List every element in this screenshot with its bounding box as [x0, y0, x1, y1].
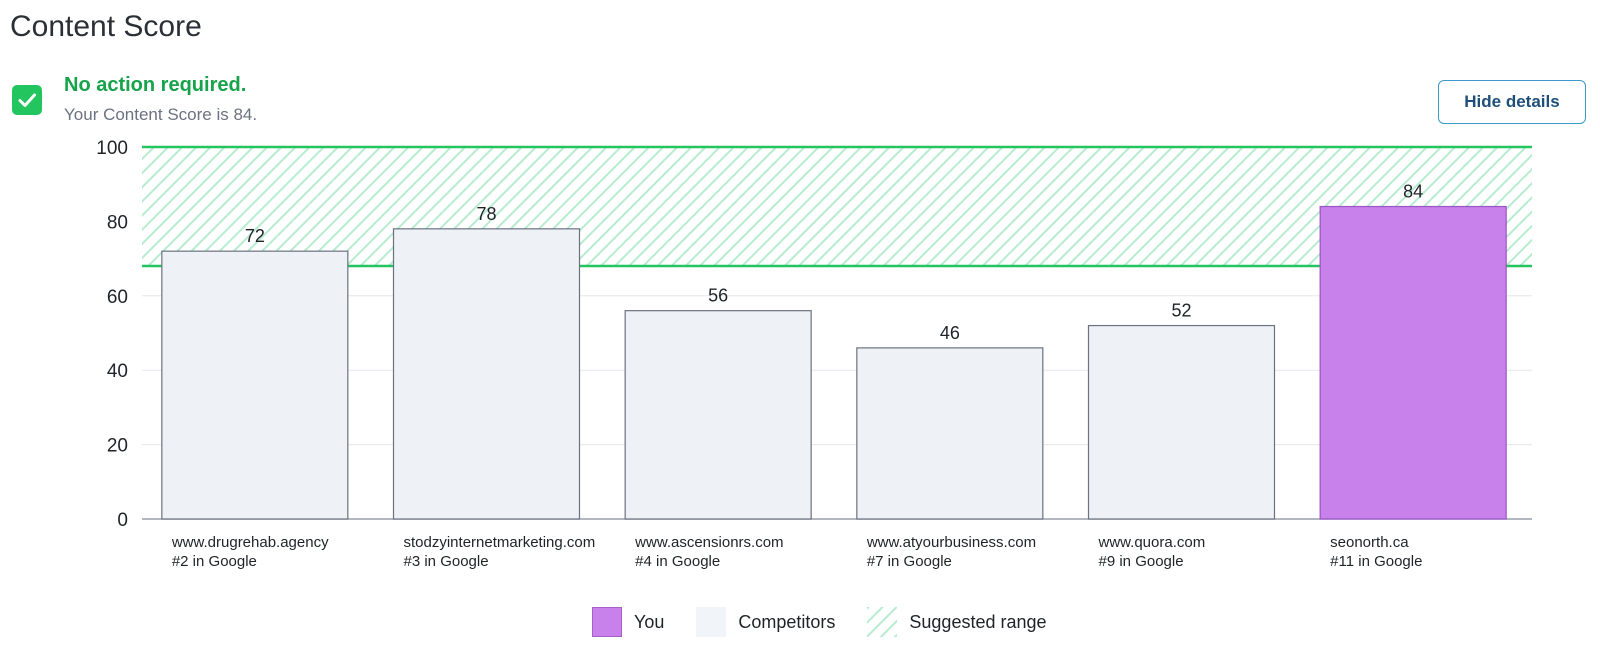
bar-competitor	[161, 250, 349, 520]
x-tick-rank-label: #7 in Google	[867, 553, 952, 570]
x-tick-rank-label: #9 in Google	[1099, 553, 1184, 570]
bar-value-label: 46	[940, 323, 960, 343]
bar-value-label: 72	[245, 226, 265, 246]
x-tick-site-label: www.drugrehab.agency	[171, 534, 329, 551]
legend-item-competitors: Competitors	[696, 607, 835, 637]
y-tick-label: 80	[107, 212, 128, 233]
x-tick-site-label: www.atyourbusiness.com	[866, 534, 1036, 551]
bar-value-label: 56	[708, 286, 728, 306]
legend-item-suggested-range: Suggested range	[867, 607, 1047, 637]
bar-value-label: 84	[1403, 182, 1423, 202]
legend-swatch-suggested-range	[867, 607, 898, 637]
bar-competitor	[856, 347, 1044, 520]
bar-competitor	[624, 310, 812, 520]
bar-competitor	[392, 228, 581, 520]
x-tick-site-label: seonorth.ca	[1330, 534, 1409, 551]
x-tick-site-label: www.ascensionrs.com	[634, 534, 783, 551]
x-tick-rank-label: #3 in Google	[404, 553, 489, 570]
y-tick-label: 100	[96, 138, 128, 159]
y-tick-label: 0	[117, 510, 128, 531]
legend-label-you: You	[634, 611, 665, 632]
hide-details-button[interactable]: Hide details	[1438, 80, 1586, 124]
bar-competitor	[1087, 324, 1276, 520]
content-score-chart: 0 20 40 60 80 100 72 www.drugrehab.agency #2 in …	[96, 138, 1532, 570]
bar-value-label: 52	[1171, 301, 1191, 321]
status-title: No action required.	[64, 74, 247, 96]
legend-label-competitors: Competitors	[738, 611, 836, 632]
y-tick-label: 40	[107, 361, 128, 382]
chart-legend: You Competitors Suggested range	[592, 606, 1079, 638]
legend-swatch-competitors	[696, 607, 727, 637]
status-subtitle: Your Content Score is 84.	[64, 105, 258, 124]
bar-value-label: 78	[476, 204, 496, 224]
legend-item-you: You	[592, 607, 664, 637]
suggested-range-band	[142, 147, 1532, 267]
y-tick-label: 20	[107, 436, 128, 457]
legend-label-suggested-range: Suggested range	[909, 611, 1047, 632]
x-tick-rank-label: #11 in Google	[1330, 553, 1422, 570]
x-tick-site-label: www.quora.com	[1098, 534, 1206, 551]
checkmark-icon	[12, 85, 42, 115]
x-tick-rank-label: #2 in Google	[172, 553, 257, 570]
y-tick-label: 60	[107, 287, 128, 308]
page-title: Content Score	[10, 10, 202, 43]
bar-you	[1319, 205, 1507, 520]
x-tick-rank-label: #4 in Google	[635, 553, 720, 570]
x-tick-site-label: stodzyinternetmarketing.com	[404, 534, 596, 551]
legend-swatch-you	[592, 607, 622, 637]
